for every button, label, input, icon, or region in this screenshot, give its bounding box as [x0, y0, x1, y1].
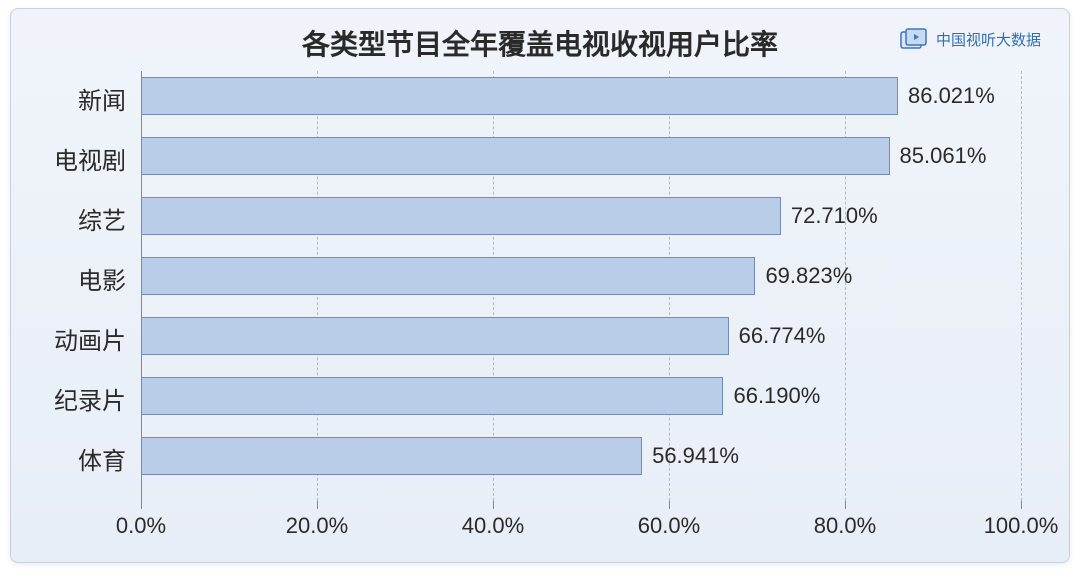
x-tick-label: 40.0%	[462, 513, 524, 539]
category-label: 纪录片	[11, 381, 126, 416]
category-label: 新闻	[11, 81, 126, 116]
gridline	[1021, 71, 1022, 501]
x-tick-mark	[317, 501, 318, 509]
x-tick-label: 0.0%	[116, 513, 166, 539]
chart-card: 各类型节目全年覆盖电视收视用户比率 中国视听大数据 86.021% 85.061%…	[10, 8, 1070, 563]
logo-block: 中国视听大数据	[900, 27, 1041, 51]
x-tick-label: 60.0%	[638, 513, 700, 539]
category-label: 动画片	[11, 321, 126, 356]
plot-area: 86.021% 85.061% 72.710% 69.823% 66.774% 66.19…	[141, 71, 1021, 501]
bar-row: 56.941%	[141, 437, 739, 475]
x-tick-label: 80.0%	[814, 513, 876, 539]
bar-row: 86.021%	[141, 77, 995, 115]
value-label: 69.823%	[765, 263, 852, 289]
bar	[141, 77, 898, 115]
x-tick-mark	[845, 501, 846, 509]
x-tick-mark	[669, 501, 670, 509]
bar	[141, 197, 781, 235]
logo-icon	[900, 27, 928, 51]
bar	[141, 137, 890, 175]
bar-row: 72.710%	[141, 197, 878, 235]
value-label: 72.710%	[791, 203, 878, 229]
category-label: 电视剧	[11, 141, 126, 176]
bar	[141, 257, 755, 295]
x-tick-mark	[1021, 501, 1022, 509]
x-tick-mark	[493, 501, 494, 509]
value-label: 66.774%	[739, 323, 826, 349]
category-label: 电影	[11, 261, 126, 296]
bar	[141, 317, 729, 355]
value-label: 86.021%	[908, 83, 995, 109]
bar-row: 66.774%	[141, 317, 825, 355]
category-label: 综艺	[11, 201, 126, 236]
x-tick-mark	[141, 501, 142, 509]
logo-text: 中国视听大数据	[936, 29, 1041, 50]
chart-title: 各类型节目全年覆盖电视收视用户比率	[302, 29, 778, 60]
bar-row: 66.190%	[141, 377, 820, 415]
bar	[141, 377, 723, 415]
value-label: 85.061%	[900, 143, 987, 169]
x-tick-label: 100.0%	[984, 513, 1059, 539]
value-label: 56.941%	[652, 443, 739, 469]
category-label: 体育	[11, 441, 126, 476]
bar-row: 69.823%	[141, 257, 852, 295]
bar-row: 85.061%	[141, 137, 986, 175]
value-label: 66.190%	[733, 383, 820, 409]
x-tick-label: 20.0%	[286, 513, 348, 539]
bar	[141, 437, 642, 475]
